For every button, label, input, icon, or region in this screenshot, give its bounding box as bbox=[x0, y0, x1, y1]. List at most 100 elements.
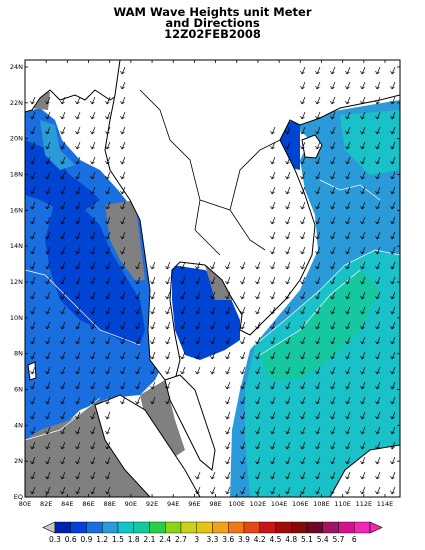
lon-label: 114E bbox=[377, 500, 394, 508]
wave-arrow bbox=[225, 426, 231, 435]
wave-arrow bbox=[315, 81, 321, 90]
wave-arrow bbox=[255, 471, 261, 480]
wave-arrow bbox=[360, 351, 366, 360]
wave-arrow bbox=[345, 411, 351, 420]
wave-arrow bbox=[195, 351, 201, 360]
wave-arrow bbox=[285, 411, 291, 420]
wave-arrow bbox=[270, 201, 276, 210]
wave-arrow bbox=[390, 411, 396, 420]
wave-arrow bbox=[315, 171, 321, 180]
wave-arrow bbox=[60, 351, 66, 360]
colorbar-swatch bbox=[149, 521, 166, 534]
wave-arrow bbox=[315, 276, 321, 285]
lat-label: EQ bbox=[14, 493, 23, 501]
wave-arrow bbox=[270, 441, 276, 450]
wave-arrow bbox=[375, 411, 381, 420]
wave-arrow bbox=[255, 486, 261, 495]
wave-arrow bbox=[315, 366, 321, 375]
wave-arrow bbox=[45, 291, 51, 300]
wave-arrow bbox=[105, 441, 111, 450]
wave-arrow bbox=[135, 396, 141, 405]
wave-arrow bbox=[240, 426, 246, 435]
wave-arrow bbox=[300, 126, 306, 135]
colorbar-swatch bbox=[180, 521, 197, 534]
wave-arrow bbox=[75, 246, 81, 255]
wave-arrow bbox=[180, 261, 186, 270]
wave-arrow bbox=[180, 366, 186, 375]
wave-arrow bbox=[105, 456, 111, 465]
wave-arrow bbox=[30, 321, 36, 330]
wave-arrow bbox=[255, 321, 261, 330]
wave-arrow bbox=[315, 456, 321, 465]
wave-arrow bbox=[105, 186, 111, 195]
wave-arrow bbox=[315, 291, 321, 300]
wave-arrow bbox=[90, 471, 96, 480]
wave-arrow bbox=[195, 366, 201, 375]
wave-arrow bbox=[30, 411, 36, 420]
colorbar-swatch bbox=[275, 521, 292, 534]
wave-arrow bbox=[60, 426, 66, 435]
wave-arrow bbox=[30, 261, 36, 270]
lat-label: 8N bbox=[14, 350, 23, 358]
wave-arrow bbox=[255, 291, 261, 300]
wave-arrow bbox=[360, 336, 366, 345]
wave-arrow bbox=[345, 171, 351, 180]
wave-arrow bbox=[270, 186, 276, 195]
wave-arrow bbox=[195, 486, 201, 495]
indochina-mainland bbox=[104, 60, 400, 381]
wave-arrow bbox=[300, 486, 306, 495]
wave-arrow bbox=[45, 156, 51, 165]
wave-arrow bbox=[105, 216, 111, 225]
wave-arrow bbox=[315, 486, 321, 495]
wave-arrow bbox=[375, 396, 381, 405]
wave-arrow bbox=[60, 396, 66, 405]
wave-arrow bbox=[90, 276, 96, 285]
wave-arrow bbox=[345, 201, 351, 210]
wave-arrow bbox=[225, 351, 231, 360]
wave-arrow bbox=[285, 141, 291, 150]
wave-arrow bbox=[150, 261, 156, 270]
lat-label: 24N bbox=[10, 63, 23, 71]
wave-arrow bbox=[345, 381, 351, 390]
wave-arrow bbox=[90, 186, 96, 195]
colorbar-label: 3.9 bbox=[238, 535, 250, 544]
map-area bbox=[25, 60, 400, 497]
wave-arrow bbox=[390, 291, 396, 300]
wave-arrow bbox=[45, 216, 51, 225]
wave-arrow bbox=[180, 276, 186, 285]
wave-arrow bbox=[75, 126, 81, 135]
wave-arrow bbox=[300, 306, 306, 315]
wave-arrow bbox=[285, 306, 291, 315]
wave-arrow bbox=[345, 81, 351, 90]
wave-arrow bbox=[75, 141, 81, 150]
wave-arrow bbox=[390, 456, 396, 465]
wave-arrow bbox=[45, 306, 51, 315]
colorbar-swatch bbox=[306, 521, 323, 534]
wave-arrow bbox=[120, 276, 126, 285]
wave-arrow bbox=[60, 261, 66, 270]
wave-arrow bbox=[315, 156, 321, 165]
wave-arrow bbox=[270, 456, 276, 465]
wave-arrow bbox=[240, 366, 246, 375]
wave-arrow bbox=[90, 411, 96, 420]
colorbar-swatch bbox=[338, 521, 355, 534]
wave-arrow bbox=[225, 321, 231, 330]
wave-arrow bbox=[345, 261, 351, 270]
colorbar-label: 6 bbox=[352, 535, 357, 544]
lon-label: 88E bbox=[104, 500, 116, 508]
wave-arrow bbox=[75, 456, 81, 465]
colorbar-label: 1.2 bbox=[96, 535, 108, 544]
wave-arrow bbox=[60, 381, 66, 390]
wave-arrow bbox=[345, 111, 351, 120]
wave-arrow bbox=[45, 411, 51, 420]
wave-arrow bbox=[375, 66, 381, 75]
wave-arrow bbox=[120, 381, 126, 390]
wave-arrow bbox=[255, 261, 261, 270]
wave-arrow bbox=[390, 261, 396, 270]
wave-arrow bbox=[30, 246, 36, 255]
wave-arrow bbox=[105, 141, 111, 150]
wave-arrow bbox=[150, 321, 156, 330]
colorbar-swatch bbox=[291, 521, 308, 534]
wave-arrow bbox=[390, 246, 396, 255]
wave-arrow bbox=[225, 306, 231, 315]
